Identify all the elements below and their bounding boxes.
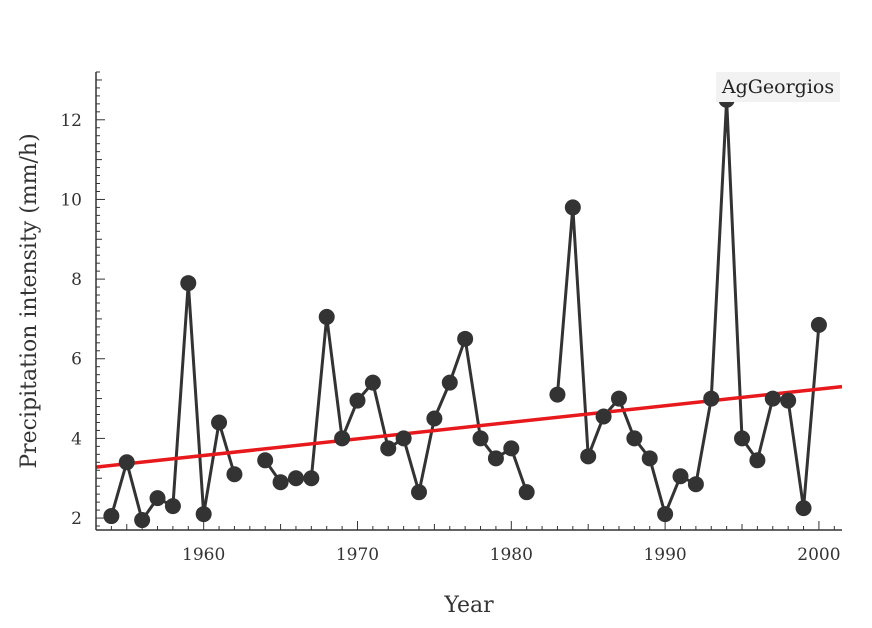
x-tick-label: 1960: [182, 545, 225, 565]
data-point: [226, 466, 243, 483]
data-point: [734, 430, 751, 447]
trend-line: [95, 384, 843, 469]
data-point: [687, 476, 704, 493]
data-point: [518, 484, 535, 501]
data-point: [764, 390, 781, 407]
data-point: [641, 450, 658, 467]
data-point: [257, 452, 274, 469]
data-point: [118, 454, 135, 471]
data-point: [211, 414, 228, 431]
data-point: [380, 440, 397, 457]
data-point: [626, 430, 643, 447]
x-axis-title: Year: [443, 593, 494, 618]
data-point: [272, 474, 289, 491]
data-point: [564, 199, 581, 216]
data-point: [780, 392, 797, 409]
data-point: [703, 390, 720, 407]
data-point: [503, 440, 520, 457]
data-point: [411, 484, 428, 501]
data-point: [595, 408, 612, 425]
y-tick-label: 2: [71, 509, 82, 529]
y-tick-label: 12: [60, 111, 82, 131]
x-tick-label: 1980: [490, 545, 533, 565]
data-point: [395, 430, 412, 447]
data-point: [287, 470, 304, 487]
y-tick-label: 4: [71, 429, 82, 449]
data-point: [318, 308, 335, 325]
data-point: [103, 508, 120, 525]
data-point: [164, 498, 181, 515]
x-tick-label: 1990: [643, 545, 686, 565]
data-point: [195, 506, 212, 523]
axes: 1960 1970 1980 1990 2000 2 4 6 8 10 12: [60, 71, 842, 565]
data-point: [672, 468, 689, 485]
data-point: [134, 512, 151, 529]
data-point: [334, 430, 351, 447]
data-point: [810, 316, 827, 333]
data-point: [795, 500, 812, 517]
legend-label: AgGeorgios: [721, 76, 834, 98]
y-tick-label: 6: [71, 350, 82, 370]
data-point: [457, 330, 474, 347]
data-point: [303, 470, 320, 487]
data-point: [180, 275, 197, 292]
data-point: [349, 392, 366, 409]
x-tick-label: 2000: [797, 545, 840, 565]
series-line: [263, 315, 529, 494]
series-line: [555, 98, 821, 516]
data-point: [580, 448, 597, 465]
data-point: [549, 386, 566, 403]
data-point: [364, 374, 381, 391]
data-point: [610, 390, 627, 407]
data-point: [441, 374, 458, 391]
data-point: [657, 506, 674, 523]
data-point: [487, 450, 504, 467]
data-point: [472, 430, 489, 447]
legend-box: AgGeorgios: [716, 72, 840, 102]
legend-background: [716, 72, 840, 102]
series-line: [109, 281, 236, 522]
data-point: [426, 410, 443, 427]
y-axis-title: Precipitation intensity (mm/h): [17, 133, 42, 468]
plot-area: [95, 91, 843, 529]
y-tick-label: 10: [60, 190, 82, 210]
y-tick-label: 8: [71, 270, 82, 290]
data-point: [749, 452, 766, 469]
x-tick-label: 1970: [336, 545, 379, 565]
data-point: [149, 490, 166, 507]
